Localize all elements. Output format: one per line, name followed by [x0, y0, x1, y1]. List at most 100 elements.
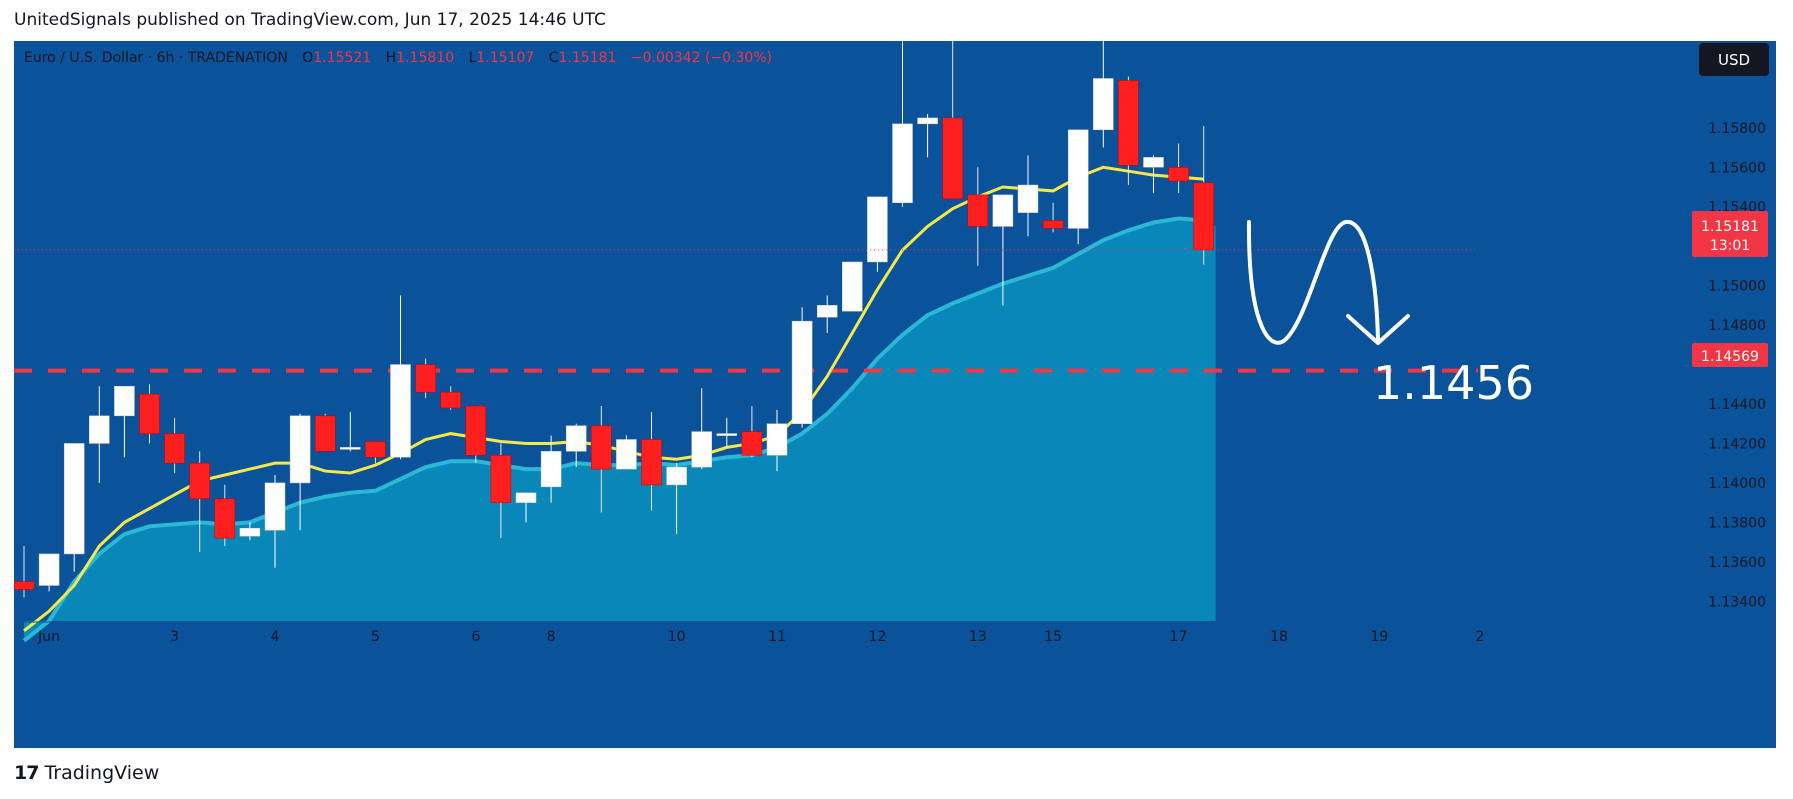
currency-button-bg[interactable]	[1699, 43, 1769, 76]
candle	[239, 522, 261, 541]
bull-candle-body	[515, 492, 537, 503]
bear-candle-body	[967, 194, 989, 227]
bear-candle-body	[641, 439, 662, 486]
x-axis-tick-label: 3	[170, 629, 179, 645]
bear-candle-body	[1118, 80, 1139, 166]
candle	[465, 405, 487, 464]
candle	[38, 553, 60, 592]
level-price-tag: 1.14569	[1701, 349, 1759, 365]
tradingview-logo-icon: 17	[14, 762, 39, 784]
forecast-arrow-path	[1246, 220, 1380, 345]
candle	[1193, 125, 1214, 265]
bear-candle-body	[214, 498, 236, 539]
bull-candle-body	[716, 433, 738, 436]
candle	[390, 295, 411, 460]
bull-candle-body	[691, 431, 712, 468]
bear-candle-body	[13, 581, 35, 590]
bull-candle-body	[892, 123, 913, 204]
candle	[967, 167, 989, 266]
bear-candle-body	[741, 431, 763, 456]
candle	[565, 423, 587, 468]
bull-candle-body	[1143, 157, 1164, 168]
bull-candle-body	[63, 443, 85, 555]
bull-candle-body	[1017, 184, 1039, 213]
level-price-tag-bg	[1692, 343, 1768, 367]
x-axis-tick-label: 6	[471, 629, 480, 645]
x-axis-tick-label: 2	[1475, 629, 1484, 645]
price-chart[interactable]: 1.1456 Euro / U.S. Dollar · 6h · TRADENA…	[13, 35, 1776, 748]
x-axis-tick-label: 5	[371, 629, 380, 645]
currency-button[interactable]: USD	[1718, 51, 1750, 69]
y-axis-tick-label: 1.14400	[1708, 397, 1766, 413]
bear-candle-body	[591, 425, 612, 470]
bull-candle-body	[239, 528, 261, 537]
x-axis-tick-label: 15	[1044, 629, 1062, 645]
y-axis-tick-label: 1.14200	[1708, 436, 1766, 452]
candle	[13, 546, 35, 598]
candle	[490, 443, 512, 539]
candle	[139, 384, 160, 444]
bull-candle-body	[1093, 78, 1114, 131]
candle	[741, 405, 763, 458]
bull-candle-body	[114, 385, 135, 417]
current-price-tag-value: 1.15181	[1701, 219, 1759, 235]
candle	[892, 35, 913, 207]
bull-candle-body	[340, 447, 361, 450]
candle	[89, 386, 110, 483]
chart-container[interactable]: 1.1456 Euro / U.S. Dollar · 6h · TRADENA…	[13, 35, 1776, 748]
bear-candle-body	[440, 391, 461, 409]
x-axis-tick-label: 8	[547, 629, 556, 645]
x-axis-tick-label: 18	[1270, 629, 1288, 645]
bear-candle-body	[1042, 220, 1064, 229]
bull-candle-body	[264, 482, 286, 531]
bull-candle-body	[992, 194, 1014, 227]
y-axis-tick-label: 1.13400	[1708, 594, 1766, 610]
x-axis-tick-label: 17	[1170, 629, 1188, 645]
bull-candle-body	[390, 364, 411, 458]
bull-candle-body	[616, 439, 637, 470]
candle	[214, 484, 236, 547]
candle	[415, 358, 436, 399]
candle	[314, 413, 336, 452]
candle	[1168, 143, 1189, 193]
current-price-tag-bg	[1692, 211, 1768, 257]
candle	[365, 441, 386, 464]
bull-candle-body	[816, 305, 838, 318]
bull-candle-body	[1067, 129, 1089, 229]
candle	[1017, 155, 1039, 237]
candle	[189, 451, 210, 552]
candle	[164, 417, 185, 474]
chart-legend: Euro / U.S. Dollar · 6h · TRADENATION O1…	[24, 50, 772, 66]
x-axis-tick-label: Jun	[37, 629, 60, 645]
bull-candle-body	[791, 320, 813, 424]
y-axis-tick-label: 1.14800	[1708, 318, 1766, 334]
publisher-header: UnitedSignals published on TradingView.c…	[14, 10, 606, 30]
bear-candle-body	[490, 455, 512, 503]
candle	[540, 435, 562, 503]
y-axis-tick-label: 1.15000	[1708, 279, 1766, 295]
bull-candle-body	[666, 466, 687, 486]
bull-candle-body	[38, 553, 60, 586]
bear-candle-body	[314, 415, 336, 452]
bull-candle-body	[766, 423, 788, 456]
bull-candle-body	[867, 196, 888, 263]
x-axis-tick-label: 4	[271, 629, 280, 645]
candle	[264, 475, 286, 568]
bull-candle-body	[540, 451, 562, 488]
candle	[440, 386, 461, 410]
candle	[616, 435, 637, 470]
y-axis-tick-label: 1.15800	[1708, 121, 1766, 137]
candle	[641, 411, 662, 511]
candle	[1067, 129, 1089, 245]
moving-average-line	[23, 165, 1204, 633]
candle	[867, 196, 888, 272]
candle	[791, 307, 813, 428]
x-axis-tick-label: 12	[868, 629, 886, 645]
bull-candle-body	[917, 117, 938, 125]
candle	[340, 411, 361, 452]
candle	[691, 388, 712, 470]
bear-candle-body	[1193, 182, 1214, 251]
bull-candle-body	[289, 415, 311, 484]
footer-brand: 17 TradingView	[14, 762, 159, 784]
candle	[842, 261, 863, 312]
